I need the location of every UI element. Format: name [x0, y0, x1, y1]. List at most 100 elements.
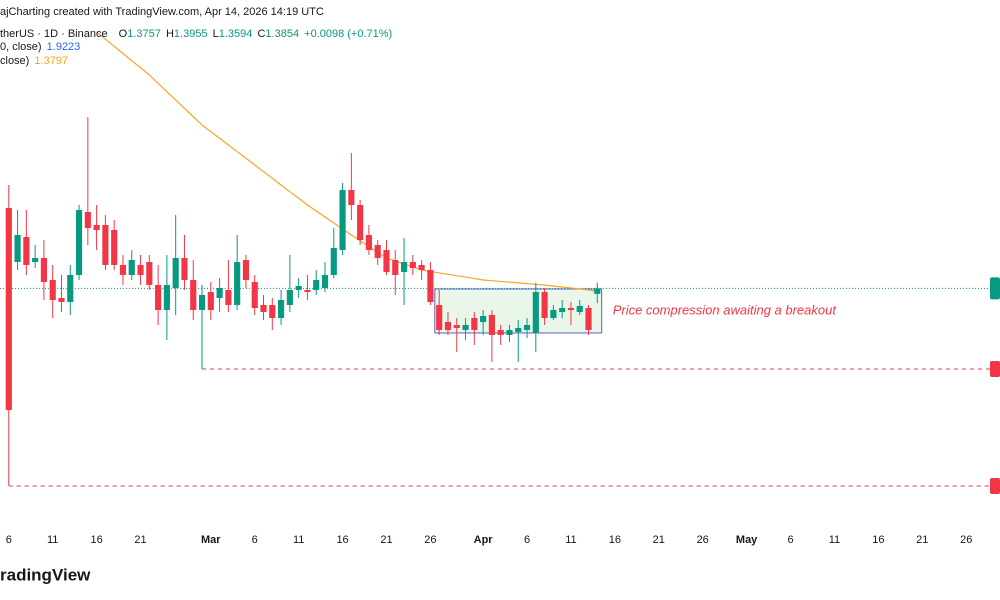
indicator-legend: close) 1.3797 [0, 55, 68, 67]
indicator-label: 0, close) [0, 41, 42, 53]
candle-body [40, 258, 47, 282]
candle-body [400, 262, 408, 272]
candle-body [49, 280, 56, 300]
x-tick-label: 11 [47, 534, 58, 546]
candle-body [155, 284, 162, 310]
last-price-tag [990, 277, 1000, 300]
candle-body [58, 298, 65, 302]
indicator-value: 1.3797 [34, 55, 68, 67]
candle-body [163, 284, 170, 310]
candle-body [383, 250, 390, 272]
x-tick-label: 11 [565, 534, 576, 546]
moving-average-line [96, 31, 598, 293]
annotation-text: Price compression awaiting a breakout [613, 302, 838, 317]
candle-body [102, 224, 109, 265]
candle-body [480, 316, 487, 322]
candle-body [488, 314, 495, 335]
symbol-legend: therUS · 1D · Binance O1.3757 H1.3955 L1… [0, 28, 392, 40]
candle-body [418, 264, 425, 270]
x-tick-label: 26 [697, 534, 709, 546]
x-tick-label: 21 [916, 534, 928, 546]
candle-body [594, 288, 601, 294]
candle-body [181, 258, 188, 280]
candle-body [453, 324, 460, 328]
candle-body [190, 280, 197, 310]
candle-body [374, 244, 381, 258]
x-tick-label: 26 [960, 534, 972, 546]
candle-body [357, 204, 364, 240]
candle-body [523, 324, 531, 330]
candle-body [207, 292, 214, 310]
candle-body [506, 330, 513, 335]
ohlc-value: 1.3757 [127, 28, 161, 40]
candle-body [462, 324, 469, 330]
candle-body [93, 224, 100, 230]
x-tick-label: 21 [380, 534, 392, 546]
candle-body [330, 248, 337, 275]
candle-body [567, 308, 575, 310]
logo: radingView [0, 565, 91, 584]
candle-body [119, 264, 127, 275]
candle-body [365, 234, 372, 250]
candle-body [409, 262, 416, 268]
candle-body [497, 330, 504, 335]
x-tick-label: Apr [474, 534, 494, 546]
candle-body [14, 234, 21, 262]
ohlc-value: 1.3854 [265, 28, 299, 40]
candle-body [111, 230, 118, 265]
candle-body [84, 212, 91, 228]
candle-body [234, 262, 241, 305]
x-tick-label: Mar [201, 534, 221, 546]
candle-body [225, 290, 232, 305]
x-tick-label: 16 [90, 534, 102, 546]
candle-body [559, 308, 566, 312]
candle-body [550, 310, 557, 318]
x-tick-label: 16 [609, 534, 621, 546]
candle-body [216, 288, 223, 298]
candle-body [304, 290, 311, 292]
candle-body [339, 190, 346, 250]
level-price-tag [990, 478, 1000, 494]
candle-body [278, 300, 285, 318]
symbol: therUS · 1D · Binance [0, 28, 108, 40]
x-tick-label: 16 [336, 534, 348, 546]
candle-body [444, 322, 452, 330]
plot-area [0, 31, 1000, 487]
candle-body [541, 292, 548, 318]
candle-body [23, 236, 30, 265]
ohlc-label: O [119, 28, 128, 40]
x-tick-label: 6 [252, 534, 258, 546]
ohlc-label: C [257, 28, 265, 40]
ohlc-value: 1.3594 [219, 28, 253, 40]
candle-body [5, 208, 12, 410]
indicator-label: close) [0, 55, 29, 67]
x-tick-label: 21 [134, 534, 146, 546]
time-axis: 6 11 16 21 Mar 6 11 16 21 26 Apr 6 11 16 21 26 May 6 11 16 2… [6, 534, 973, 546]
candle-body [269, 304, 276, 318]
x-tick-label: 11 [829, 534, 840, 546]
x-tick-label: 6 [787, 534, 793, 546]
x-tick-label: 21 [653, 534, 665, 546]
candle-body [172, 258, 179, 288]
candle-body [313, 280, 320, 290]
candle-body [471, 318, 478, 330]
x-tick-label: 16 [872, 534, 884, 546]
candle-body [576, 306, 583, 312]
candle-body [260, 304, 267, 312]
candle-body [585, 308, 592, 330]
candle-body [392, 260, 399, 275]
indicator-legend: 0, close) 1.9223 [0, 41, 80, 53]
candle-body [242, 260, 250, 280]
candle-body [128, 260, 135, 275]
candle-body [295, 286, 302, 290]
candle-body [348, 190, 355, 205]
x-tick-label: May [736, 534, 758, 546]
indicator-value: 1.9223 [47, 41, 81, 53]
candle-body [286, 290, 293, 305]
candle-body [436, 304, 443, 330]
candle-body [67, 274, 74, 302]
candle-body [532, 292, 539, 333]
candle-body [146, 262, 153, 285]
